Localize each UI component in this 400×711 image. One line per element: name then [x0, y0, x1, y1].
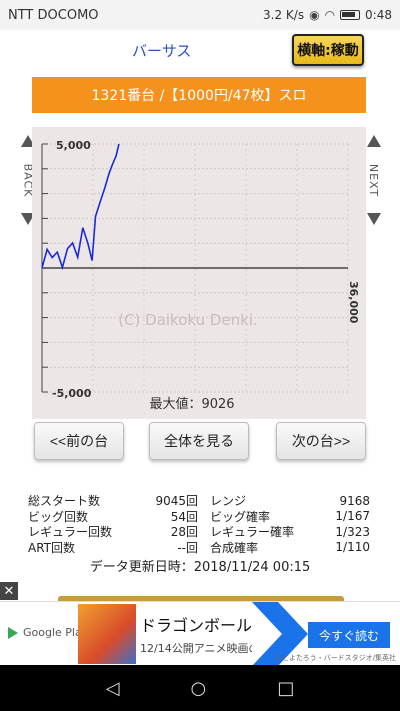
stat-value: 1/167	[335, 509, 370, 524]
wifi-icon: ◠	[324, 8, 336, 22]
back-icon[interactable]: ◁	[105, 677, 120, 699]
max-value-label: 最大値：9026	[149, 396, 234, 412]
clock: 0:48	[365, 8, 392, 22]
stat-label: 総スタート数	[28, 494, 101, 509]
stat-value: --回	[177, 540, 198, 555]
store-title-link[interactable]: バーサス	[132, 42, 192, 60]
read-now-button[interactable]: 今すぐ読む	[308, 622, 390, 648]
stat-value: 1/110	[335, 540, 370, 555]
gold-divider	[58, 596, 344, 604]
stat-row: 総スタート数 9045回 レンジ 9168	[28, 493, 376, 509]
ad-subtitle: 12/14公開アニメ映画の原作	[140, 642, 282, 655]
series-line	[41, 143, 120, 271]
stat-label: ビッグ回数	[28, 509, 89, 524]
stat-value: 9168	[339, 493, 370, 508]
close-icon[interactable]: ✕	[0, 582, 18, 600]
eye-icon: ◉	[309, 8, 320, 22]
status-bar: NTT DOCOMO 3.2 K/s ◉ ◠ 0:48	[0, 0, 400, 30]
chevron-right-icon	[252, 602, 308, 666]
stat-label: レンジ	[210, 494, 247, 509]
y-tick-label-bottom: -5,000	[52, 387, 92, 400]
y-tick-label-top: 5,000	[56, 139, 91, 152]
stat-label: ART回数	[28, 540, 76, 555]
stat-label: レギュラー確率	[210, 525, 295, 540]
stat-value: 54回	[170, 509, 198, 524]
ad-credit: ©とよたろう・バードスタジオ/集英社	[275, 654, 396, 662]
next-machine-button[interactable]: 次の台>>	[276, 422, 366, 460]
google-play-badge: Google Play	[8, 626, 88, 639]
next-nav[interactable]: NEXT	[364, 135, 384, 225]
system-nav-bar: ◁ ○ □	[0, 665, 400, 711]
stats-table: 総スタート数 9045回 レンジ 9168 ビッグ回数 54回 ビッグ確率 1/167 レギュラ…	[28, 493, 376, 555]
down-arrow-icon[interactable]	[21, 213, 35, 225]
stat-value: 9045回	[155, 494, 198, 509]
back-nav[interactable]: BACK	[18, 135, 38, 225]
recents-icon[interactable]: □	[277, 677, 295, 699]
prev-machine-button[interactable]: <<前の台	[34, 422, 124, 460]
stat-row: ART回数 --回 合成確率 1/110	[28, 540, 376, 556]
google-play-icon	[8, 626, 18, 639]
battery-icon	[340, 10, 361, 20]
stat-value: 28回	[170, 525, 198, 540]
up-arrow-icon[interactable]	[367, 135, 381, 147]
x-tick-label-end: 36,000	[347, 281, 360, 324]
up-arrow-icon[interactable]	[21, 135, 35, 147]
down-arrow-icon[interactable]	[367, 213, 381, 225]
data-updated-time: データ更新日時：2018/11/24 00:15	[89, 560, 311, 575]
stat-row: ビッグ回数 54回 ビッグ確率 1/167	[28, 509, 376, 525]
status-icons: 3.2 K/s ◉ ◠ 0:48	[263, 8, 392, 22]
next-label: NEXT	[367, 163, 381, 197]
stat-label: レギュラー回数	[28, 525, 113, 540]
stat-label: 合成確率	[210, 540, 259, 555]
carrier-name: NTT DOCOMO	[8, 7, 99, 23]
store-label: Google Play	[23, 626, 89, 639]
stat-row: レギュラー回数 28回 レギュラー確率 1/323	[28, 524, 376, 540]
network-speed: 3.2 K/s	[263, 8, 305, 22]
ad-banner[interactable]: Google Play ドラゴンボール超 12/14公開アニメ映画の原作 今すぐ…	[0, 601, 400, 666]
axis-toggle-button[interactable]: 横軸:稼動	[292, 34, 364, 66]
stat-value: 1/323	[335, 524, 370, 539]
home-icon[interactable]: ○	[190, 677, 207, 699]
stat-label: ビッグ確率	[210, 509, 271, 524]
graph-canvas: (C) Daikoku Denki. 5,000 -5,000 36,000 最…	[41, 139, 360, 412]
ad-artwork	[78, 604, 136, 664]
ad-title: ドラゴンボール超	[140, 616, 269, 635]
watermark: (C) Daikoku Denki.	[118, 311, 258, 329]
view-all-button[interactable]: 全体を見る	[149, 422, 249, 460]
machine-banner: 1321番台 /【1000円/47枚】スロ	[32, 77, 366, 113]
slump-graph: (C) Daikoku Denki. 5,000 -5,000 36,000 最…	[32, 127, 366, 419]
